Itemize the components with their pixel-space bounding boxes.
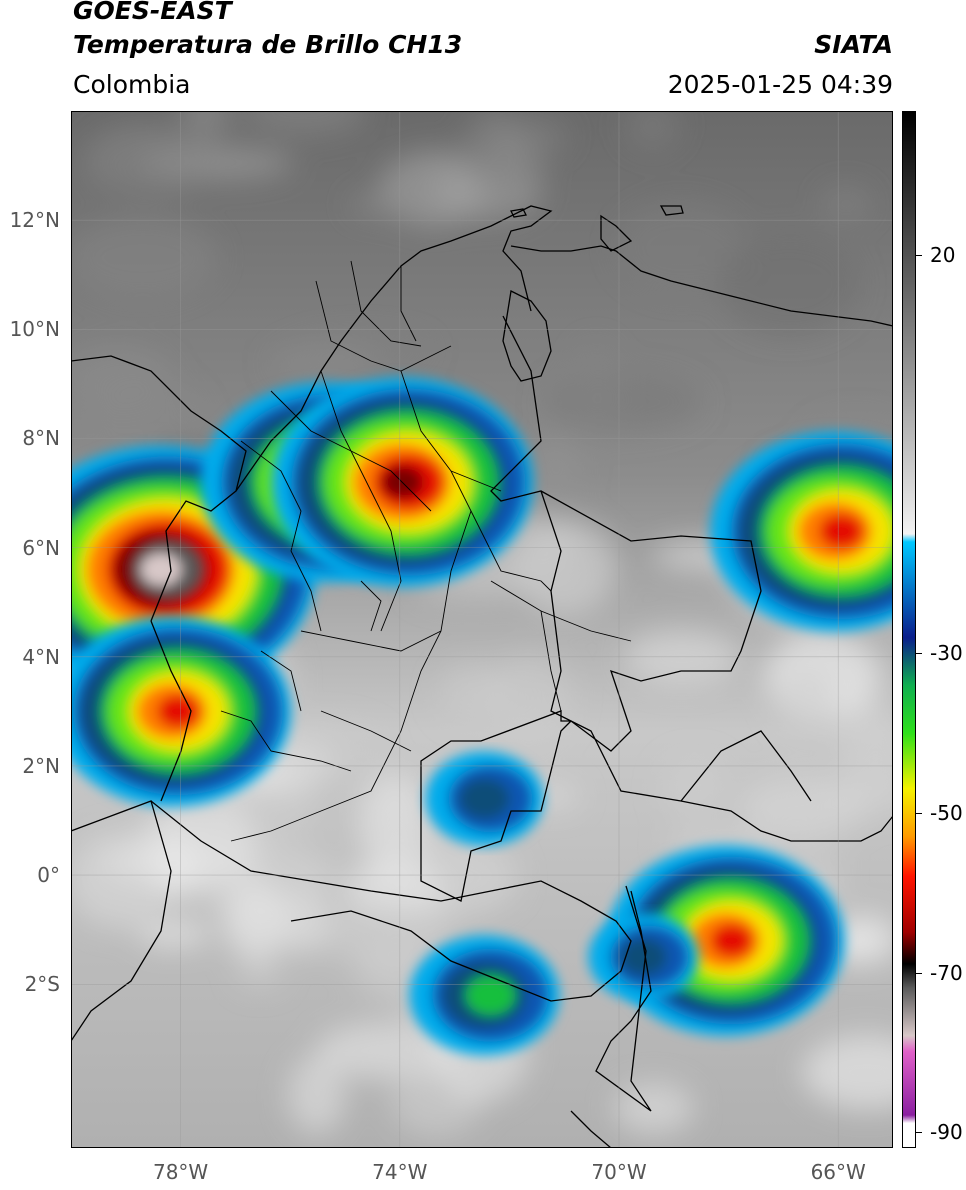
latitude-label: 12°N [9, 208, 60, 233]
cloud-patch [738, 777, 868, 839]
map-frame [71, 111, 893, 1148]
graticule [71, 111, 893, 1148]
brazil-venezuela-border [680, 730, 812, 802]
curacao [659, 205, 684, 216]
cloud-patch [571, 341, 622, 437]
cloud-patch [544, 372, 703, 433]
colombia-venezuela-border-east [540, 490, 893, 842]
cloud-patch [802, 1034, 893, 1110]
datetime-label: 2025-01-25 04:39 [667, 70, 893, 99]
department-borders [220, 260, 632, 842]
cloud-patch [625, 630, 739, 686]
aruba [510, 208, 527, 218]
cloud-patch [719, 232, 861, 337]
cloud-patch [349, 192, 418, 217]
organization-label: SIATA [814, 30, 893, 59]
satellite-title: GOES-EAST [73, 0, 232, 25]
cloud-patch [137, 920, 210, 947]
cloud-patch [831, 915, 893, 964]
cloud-patch [287, 1055, 346, 1135]
cloud-patch [240, 111, 368, 136]
storm-cell [409, 935, 560, 1056]
lake-maracaibo [502, 290, 552, 382]
storm-cell-contour [819, 513, 864, 549]
storm-cell [588, 912, 699, 1001]
colombia-ecuador-peru-border [150, 800, 632, 1002]
storm-cell [71, 616, 292, 807]
cloud-patch [71, 215, 218, 300]
latitude-label: 2°N [22, 753, 60, 778]
cloud-patch [181, 111, 232, 141]
longitude-label: 70°W [591, 1160, 647, 1184]
country-borders [71, 205, 893, 1148]
cloud-patch [270, 342, 380, 384]
cloud-patch [316, 1021, 461, 1080]
cloud-patch [71, 344, 170, 411]
latitude-label: 8°N [22, 426, 60, 451]
colorbar-tick-label: -30 [930, 641, 963, 666]
product-title: Temperatura de Brillo CH13 [73, 30, 463, 59]
cloud-patch [485, 134, 545, 197]
panama-coast [71, 355, 247, 622]
ecuador-border [71, 800, 172, 1042]
storm-cell-contour [459, 778, 510, 819]
colorbar-tick [916, 1132, 922, 1134]
latitude-label: 6°N [22, 535, 60, 560]
colorbar-tick [916, 653, 922, 655]
colombia-coast-north [235, 205, 553, 492]
latitude-label: 0° [37, 863, 60, 888]
colorbar-tick-label: 20 [930, 242, 956, 267]
latitude-label: 2°S [24, 972, 60, 997]
storm-cell-contour [465, 975, 516, 1016]
latitude-label: 4°N [22, 644, 60, 669]
longitude-label: 78°W [152, 1160, 209, 1184]
longitude-label: 74°W [372, 1160, 428, 1184]
cloud-patch [661, 757, 729, 818]
colorbar-tick-label: -70 [930, 960, 963, 985]
cloud-patch [100, 168, 178, 196]
colorbar-tick [916, 254, 922, 256]
storm-cell [425, 751, 544, 846]
colombia-brazil-border [595, 885, 652, 1112]
colorbar [902, 111, 916, 1148]
paraguana [600, 214, 633, 252]
cloud-patch [530, 438, 582, 499]
storm-cell-contour [140, 553, 182, 586]
storm-cell-contour [710, 923, 753, 958]
storm-cell-contour [157, 694, 200, 729]
cloud-patch [484, 654, 572, 745]
venezuela-coast [510, 245, 893, 327]
colombia-pacific-coast [150, 620, 192, 802]
cloud-patch [776, 669, 836, 732]
cloud-patch [615, 201, 748, 295]
colorbar-tick [916, 812, 922, 814]
cloud-patch [237, 957, 283, 988]
cloud-patch [840, 706, 893, 807]
peru-brazil-border [570, 1110, 612, 1148]
colorbar-tick-label: -90 [930, 1120, 963, 1145]
region-label: Colombia [73, 70, 191, 99]
latitude-label: 10°N [9, 317, 60, 342]
cloud-patch [625, 111, 680, 150]
cloud-patch [821, 185, 872, 222]
longitude-label: 66°W [810, 1160, 866, 1184]
cloud-patch [223, 878, 288, 962]
storm-cells [71, 377, 893, 1056]
cloud-patch [318, 896, 454, 966]
cloud-patch [613, 1082, 694, 1134]
cloud-patch [267, 722, 384, 777]
colorbar-tick-label: -50 [930, 800, 963, 825]
colorbar-tick [916, 972, 922, 974]
satellite-map [71, 111, 893, 1148]
storm-cell-contour [619, 938, 667, 976]
cloud-patch [103, 838, 260, 885]
storm-cell [710, 431, 893, 632]
